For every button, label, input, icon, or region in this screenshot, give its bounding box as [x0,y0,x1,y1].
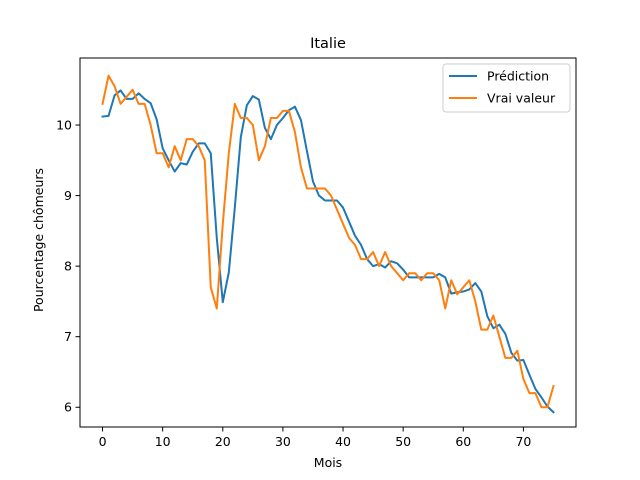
legend-label-prediction: Prédiction [487,69,549,84]
x-tick-label: 60 [455,434,471,449]
x-tick-label: 40 [335,434,351,449]
x-tick-label: 30 [275,434,291,449]
plot-content [101,74,555,414]
series-line-1 [101,74,555,409]
x-tick-label: 0 [99,434,107,449]
y-tick-label: 6 [64,400,72,415]
y-axis-label: Pourcentage chômeurs [31,168,46,312]
x-tick-label: 10 [155,434,171,449]
legend: Prédiction Vrai valeur [442,63,571,113]
x-axis-label: Mois [314,455,342,470]
x-tick-label: 50 [395,434,411,449]
y-tick-label: 9 [64,188,72,203]
series-line-0 [101,89,555,414]
x-tick-label: 20 [215,434,231,449]
y-tick-label: 10 [56,118,72,133]
legend-label-vrai-valeur: Vrai valeur [487,91,556,106]
x-tick-label: 70 [515,434,531,449]
chart-title: Italie [310,36,346,52]
ticks: 0 10 20 30 40 50 60 70 6 7 8 9 10 [56,118,531,449]
plot-frame [79,57,577,428]
y-tick-label: 8 [64,259,72,274]
y-tick-label: 7 [64,329,72,344]
axes [79,57,577,428]
